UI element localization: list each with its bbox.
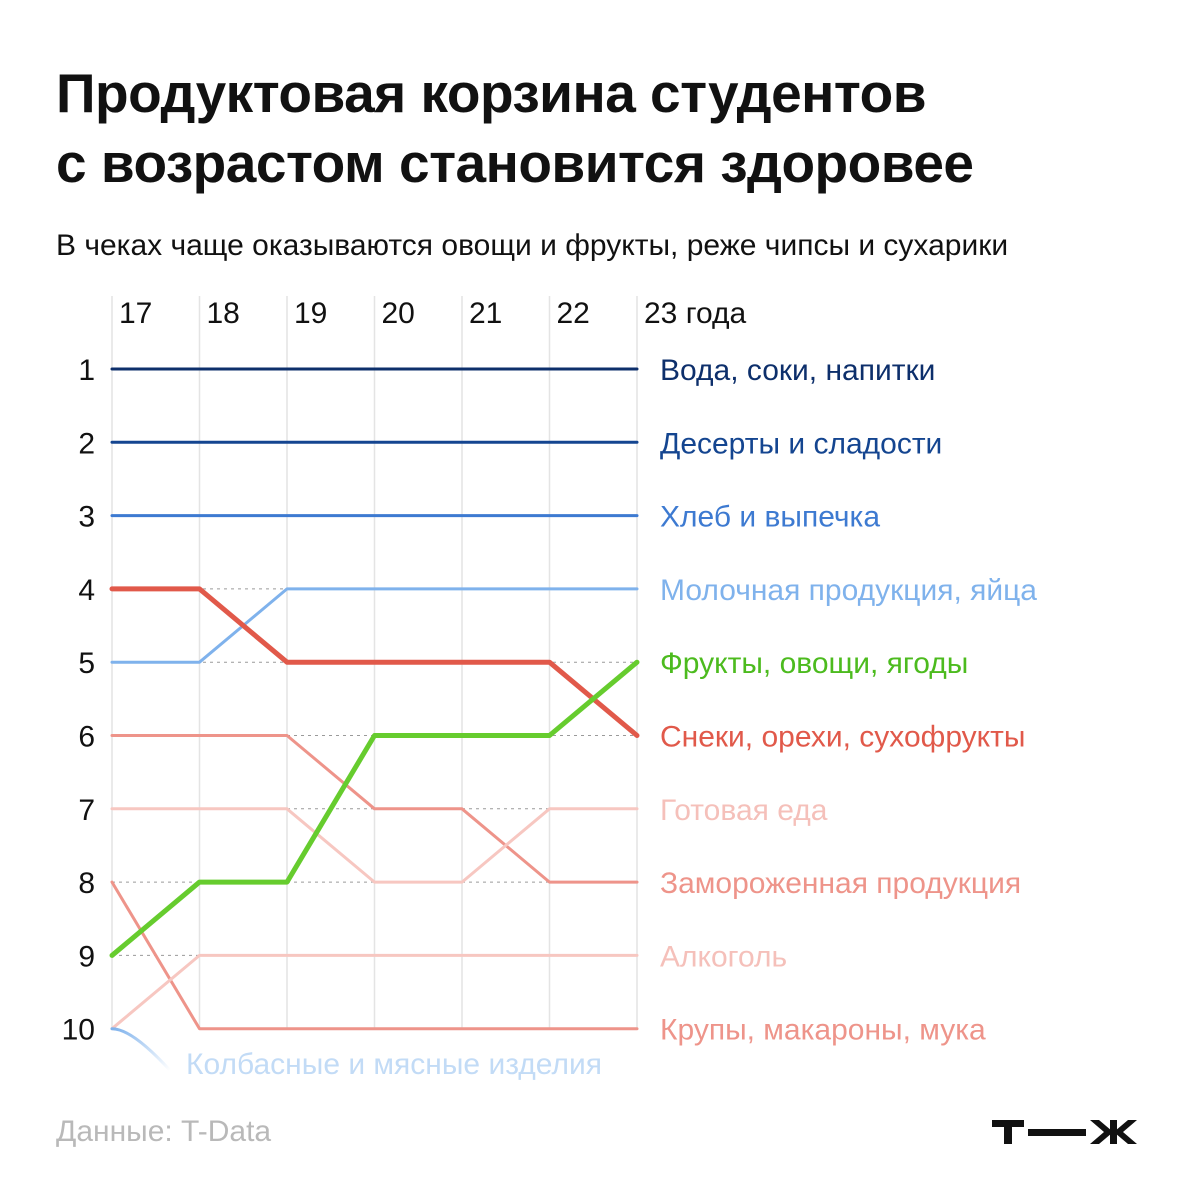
- x-tick-label-20: 20: [382, 297, 415, 330]
- title-line-2: с возрастом становится здоровее: [56, 132, 974, 194]
- series-line-снеки-орехи-сухофрукты: [109, 586, 640, 738]
- series-line-колбасные-и-мясные-изделия: [110, 1027, 172, 1072]
- data-source: Данные: T-Data: [56, 1115, 272, 1148]
- y-tick-label-2: 2: [78, 427, 95, 460]
- end-label-замороженная-продукция: Замороженная продукция: [660, 867, 1021, 900]
- y-tick-label-10: 10: [62, 1014, 95, 1047]
- y-tick-label-5: 5: [78, 647, 95, 680]
- series-line-замороженная-продукция: [110, 734, 639, 884]
- title-line-1: Продуктовая корзина студентов: [56, 62, 927, 124]
- x-tick-label-18: 18: [207, 297, 240, 330]
- series-line-фрукты-овощи-ягоды: [109, 659, 640, 958]
- y-tick-label-3: 3: [78, 501, 95, 534]
- end-label-снеки-орехи-сухофрукты: Снеки, орехи, сухофрукты: [660, 721, 1025, 754]
- end-label-молочная-продукция-яйца: Молочная продукция, яйца: [660, 574, 1037, 607]
- x-tick-label-21: 21: [469, 297, 502, 330]
- series-line-молочная-продукция-яйца: [110, 587, 639, 664]
- tzh-logo: [990, 1112, 1146, 1157]
- chart-title: Продуктовая корзина студентов с возрасто…: [56, 58, 1156, 198]
- x-tick-label-22: 22: [557, 297, 590, 330]
- dropped-label-колбасные-и-мясные-изделия: Колбасные и мясные изделия: [186, 1048, 602, 1081]
- chart-subtitle: В чеках чаще оказываются овощи и фрукты,…: [56, 229, 1009, 262]
- end-label-хлеб-и-выпечка: Хлеб и выпечка: [660, 501, 880, 534]
- end-label-готовая-еда: Готовая еда: [660, 794, 828, 827]
- y-tick-label-9: 9: [78, 940, 95, 973]
- y-tick-label-6: 6: [78, 721, 95, 754]
- tzh-logo-mark: [992, 1120, 1137, 1144]
- end-label-алкоголь: Алкоголь: [660, 940, 787, 973]
- y-tick-label-8: 8: [78, 867, 95, 900]
- series-line-готовая-еда: [110, 807, 639, 884]
- bump-chart: 17 18 19 20 21 22 23 года 1 2 3 4 5 6 7 8 9 10 Вода, сок…: [62, 296, 1037, 1081]
- y-tick-label-1: 1: [78, 354, 95, 387]
- end-label-крупы-макароны-мука: Крупы, макароны, мука: [660, 1014, 986, 1047]
- y-tick-label-7: 7: [78, 794, 95, 827]
- x-tick-label-17: 17: [119, 297, 152, 330]
- x-tick-label-19: 19: [294, 297, 327, 330]
- end-label-десерты-и-сладости: Десерты и сладости: [660, 427, 942, 460]
- end-label-вода-соки-напитки: Вода, соки, напитки: [660, 354, 935, 387]
- x-tick-label-23: 23 года: [644, 297, 747, 330]
- y-tick-label-4: 4: [78, 574, 95, 607]
- series-line-алкоголь: [110, 953, 639, 1031]
- series-line-крупы-макароны-мука: [110, 880, 639, 1031]
- end-label-фрукты-овощи-ягоды: Фрукты, овощи, ягоды: [660, 647, 968, 680]
